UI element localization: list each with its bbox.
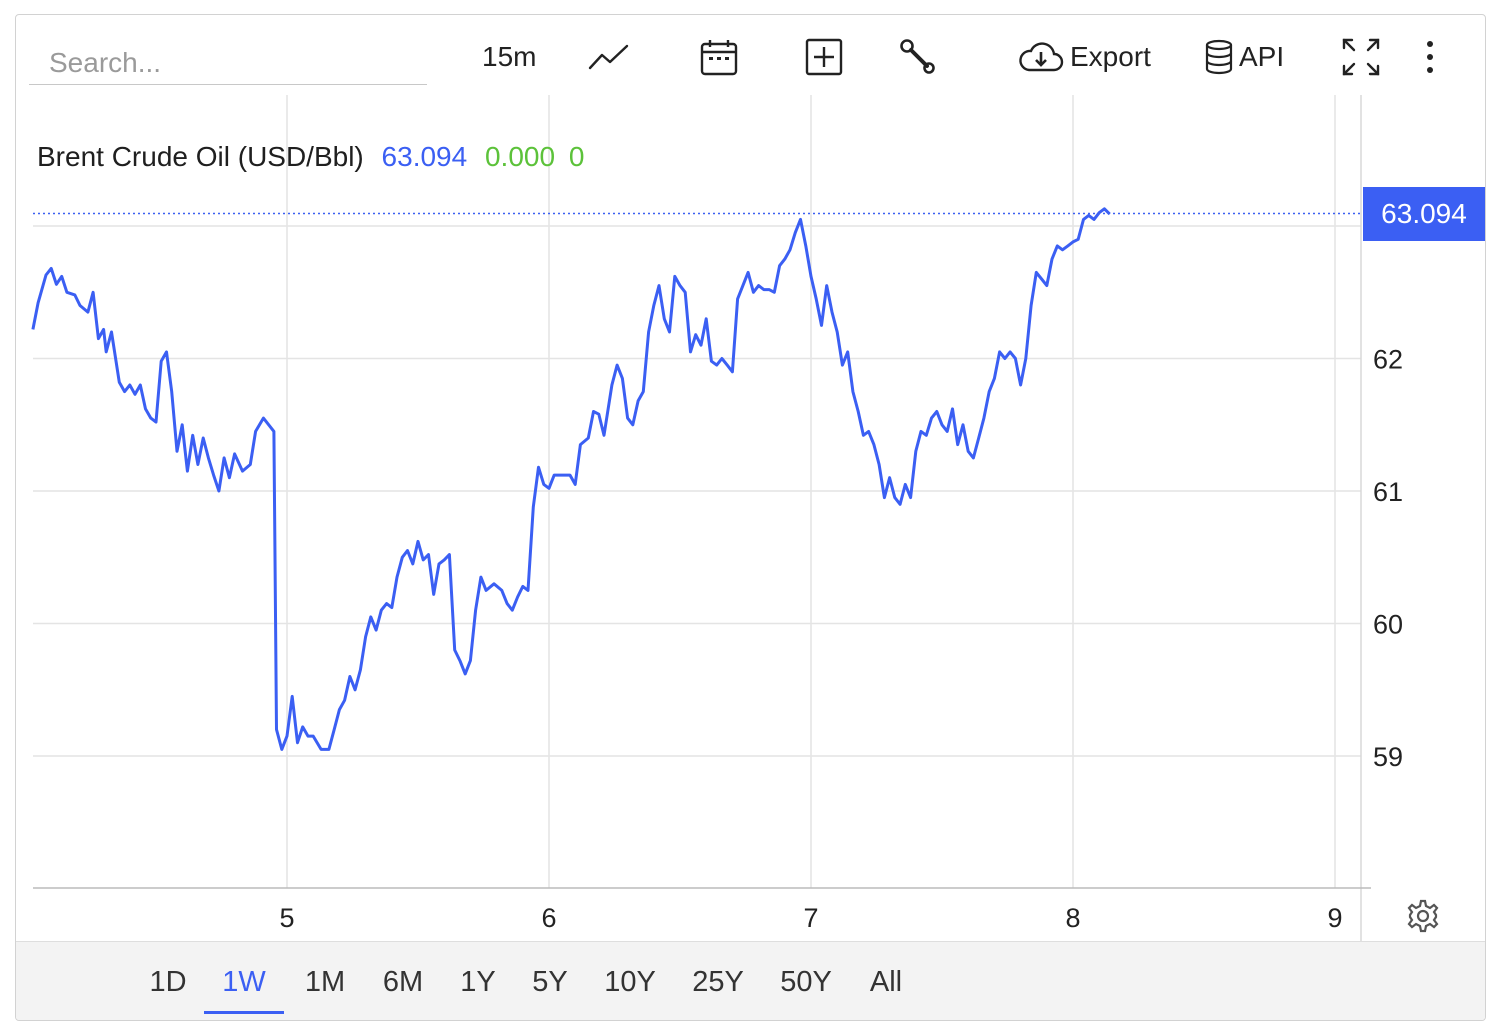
tools-button[interactable] [899, 35, 937, 79]
range-button-10y[interactable]: 10Y [604, 966, 656, 998]
range-button-1m[interactable]: 1M [304, 966, 346, 998]
x-tick-label: 6 [541, 903, 556, 933]
gear-icon [1405, 899, 1441, 938]
range-button-50y[interactable]: 50Y [780, 966, 832, 998]
fullscreen-icon [1341, 37, 1381, 77]
chart-widget: 15m Export API [15, 14, 1486, 1021]
range-button-1w[interactable]: 1W [222, 966, 266, 998]
api-button[interactable]: API [1204, 35, 1284, 79]
chart-legend: Brent Crude Oil (USD/Bbl) 63.094 0.000 0 [37, 141, 594, 173]
database-icon [1204, 39, 1234, 75]
date-range-button[interactable] [699, 35, 739, 79]
line-chart-icon [588, 40, 630, 74]
range-button-all[interactable]: All [869, 966, 903, 998]
export-label: Export [1070, 41, 1151, 72]
legend-change-pct: 0 [568, 141, 585, 172]
compare-add-button[interactable] [805, 35, 843, 79]
x-tick-label: 8 [1065, 903, 1080, 933]
settings-button[interactable] [1405, 898, 1441, 934]
fullscreen-button[interactable] [1341, 35, 1381, 79]
active-range-indicator [204, 1011, 284, 1014]
range-button-1d[interactable]: 1D [149, 966, 187, 998]
range-button-25y[interactable]: 25Y [692, 966, 744, 998]
y-tick-label: 62 [1373, 345, 1403, 375]
cloud-download-icon [1018, 40, 1064, 74]
chart-type-button[interactable] [588, 35, 630, 79]
series-line-brent [31, 207, 1111, 751]
legend-change: 0.000 [484, 141, 556, 172]
y-tick-label: 61 [1373, 477, 1403, 507]
y-tick-label: 60 [1373, 610, 1403, 640]
more-vertical-icon [1424, 39, 1436, 75]
more-options-button[interactable] [1424, 35, 1436, 79]
x-tick-label: 5 [279, 903, 294, 933]
x-tick-label: 7 [803, 903, 818, 933]
range-selector-bar: 1D 1W 1M 6M 1Y 5Y 10Y 25Y 50Y All [16, 941, 1485, 1020]
search-input[interactable] [29, 41, 427, 85]
add-box-icon [805, 38, 843, 76]
calendar-icon [699, 37, 739, 77]
legend-price: 63.094 [381, 141, 468, 172]
interval-selector[interactable]: 15m [482, 35, 536, 79]
range-button-1y[interactable]: 1Y [460, 966, 496, 998]
range-button-6m[interactable]: 6M [382, 966, 424, 998]
y-tick-label: 59 [1373, 742, 1403, 772]
last-price-tag: 63.094 [1363, 186, 1485, 241]
range-button-5y[interactable]: 5Y [532, 966, 568, 998]
x-tick-label: 9 [1327, 903, 1342, 933]
wrench-icon [899, 38, 937, 76]
api-label: API [1239, 41, 1285, 72]
export-button[interactable]: Export [1018, 35, 1151, 79]
price-chart[interactable]: 5 6 7 8 9 59 60 61 62 [16, 15, 1485, 941]
interval-label: 15m [482, 41, 537, 72]
legend-instrument-name: Brent Crude Oil (USD/Bbl) [37, 141, 364, 172]
